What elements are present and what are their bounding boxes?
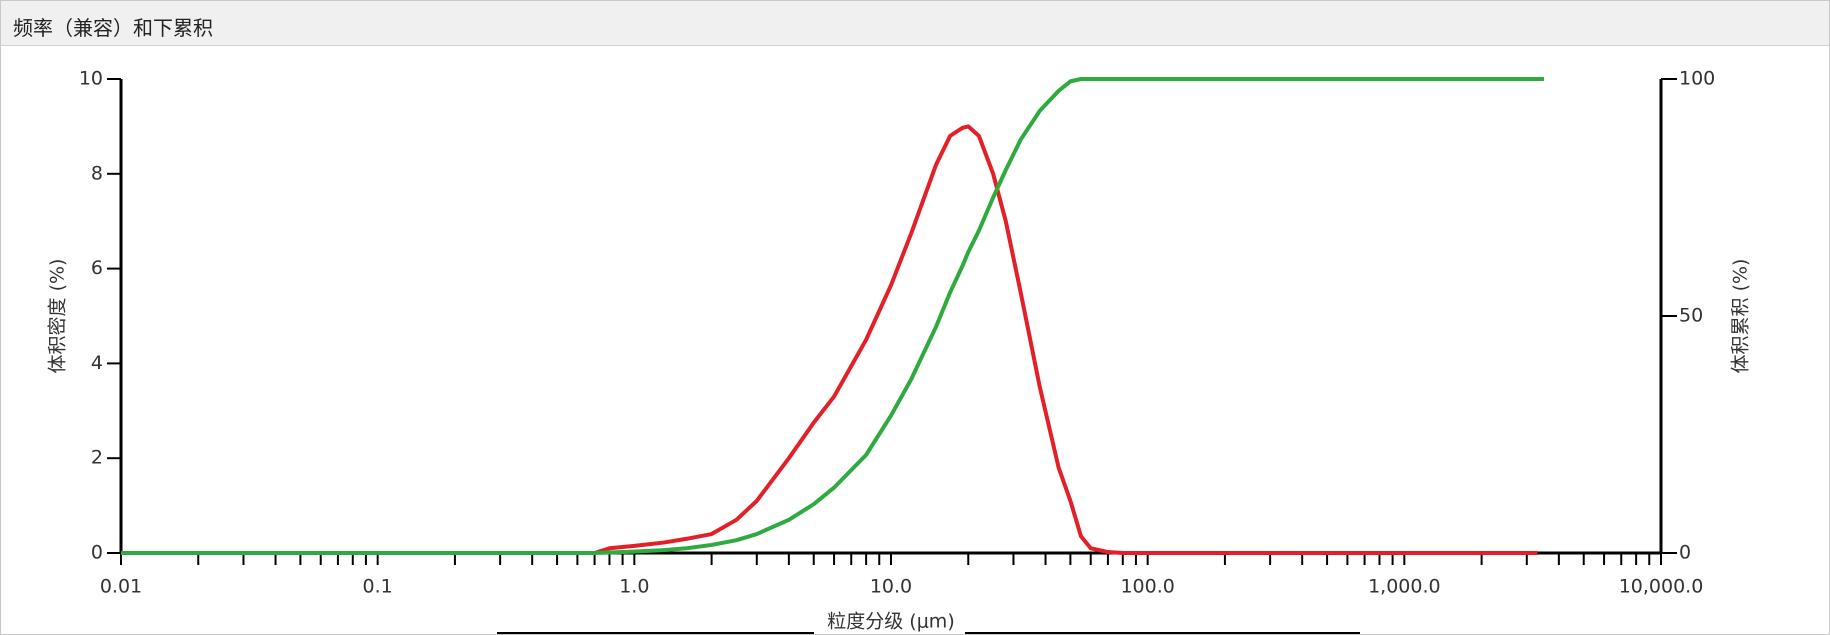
x-axis-label: 粒度分级 (μm)	[827, 611, 954, 633]
x-tick-label: 10,000.0	[1619, 576, 1704, 598]
x-tick-label: 1,000.0	[1368, 576, 1441, 598]
series-line	[593, 124, 1538, 555]
y-tick-label: 0	[91, 542, 103, 564]
y2-axis-label: 体积累积 (%)	[1730, 259, 1752, 374]
x-tick-label: 1.0	[619, 576, 649, 598]
y2-tick-label: 100	[1679, 68, 1715, 90]
series-line	[121, 77, 1544, 555]
y2-tick-label: 50	[1679, 305, 1703, 327]
y-tick-label: 6	[91, 257, 103, 279]
y-tick-label: 10	[79, 68, 103, 90]
x-tick-label: 0.01	[100, 576, 142, 598]
y-tick-label: 2	[91, 447, 103, 469]
x-tick-label: 10.0	[870, 576, 912, 598]
title-bar: 频率（兼容）和下累积	[1, 1, 1829, 46]
x-tick-label: 0.1	[363, 576, 393, 598]
y-tick-label: 8	[91, 162, 103, 184]
x-tick-label: 100.0	[1120, 576, 1174, 598]
panel-title: 频率（兼容）和下累积	[13, 16, 213, 40]
y2-tick-label: 0	[1679, 542, 1691, 564]
y-tick-label: 4	[91, 352, 103, 374]
y-axis-label: 体积密度 (%)	[47, 259, 69, 374]
